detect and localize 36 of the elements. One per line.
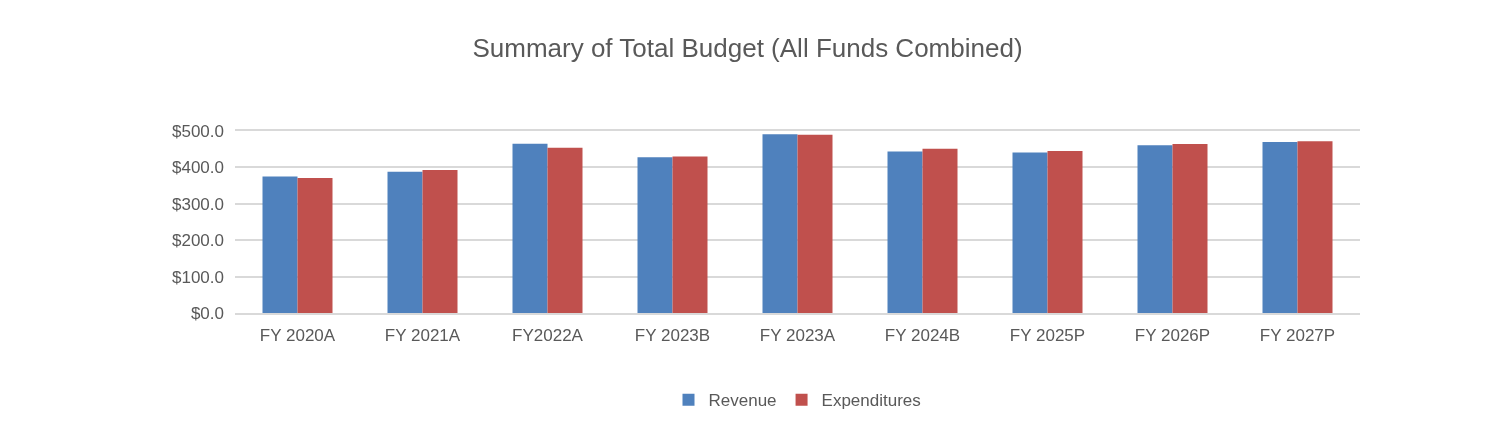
x-tick-label: FY2022A <box>512 326 584 346</box>
y-tick-label: $500.0 <box>172 121 224 141</box>
x-tick-label: FY 2021A <box>384 326 461 346</box>
y-tick-label: $0.0 <box>190 303 224 323</box>
bar <box>1172 144 1208 313</box>
x-tick-label: FY 2025P <box>1009 326 1086 346</box>
bar <box>512 143 548 313</box>
y-tick-label: $400.0 <box>172 158 224 178</box>
bar <box>547 147 583 313</box>
bar <box>297 177 333 313</box>
legend-label: Expenditures <box>821 391 921 411</box>
x-tick-label: FY 2020A <box>259 326 336 346</box>
bar <box>637 157 673 313</box>
bar <box>672 156 708 313</box>
x-tick-label: FY 2023B <box>634 326 711 346</box>
x-tick-label: FY 2024B <box>884 326 961 346</box>
bar <box>1047 151 1083 313</box>
x-tick-label: FY 2023A <box>759 326 836 346</box>
chart-title: Summary of Total Budget (All Funds Combined) <box>472 33 1023 64</box>
y-tick-label: $300.0 <box>172 194 224 214</box>
bar <box>922 148 958 313</box>
bar <box>1262 141 1298 313</box>
bar <box>797 134 833 313</box>
x-tick-label: FY 2026P <box>1134 326 1211 346</box>
bar <box>1012 152 1048 313</box>
bar <box>1137 145 1173 313</box>
x-tick-label: FY 2027P <box>1259 326 1336 346</box>
bar <box>387 171 423 313</box>
y-tick-label: $100.0 <box>172 267 224 287</box>
bar <box>422 169 458 313</box>
y-tick-label: $200.0 <box>172 231 224 251</box>
bar <box>262 176 298 313</box>
bar <box>887 151 923 313</box>
bar <box>762 134 798 313</box>
legend-label: Revenue <box>708 391 777 411</box>
bar <box>1297 141 1333 313</box>
